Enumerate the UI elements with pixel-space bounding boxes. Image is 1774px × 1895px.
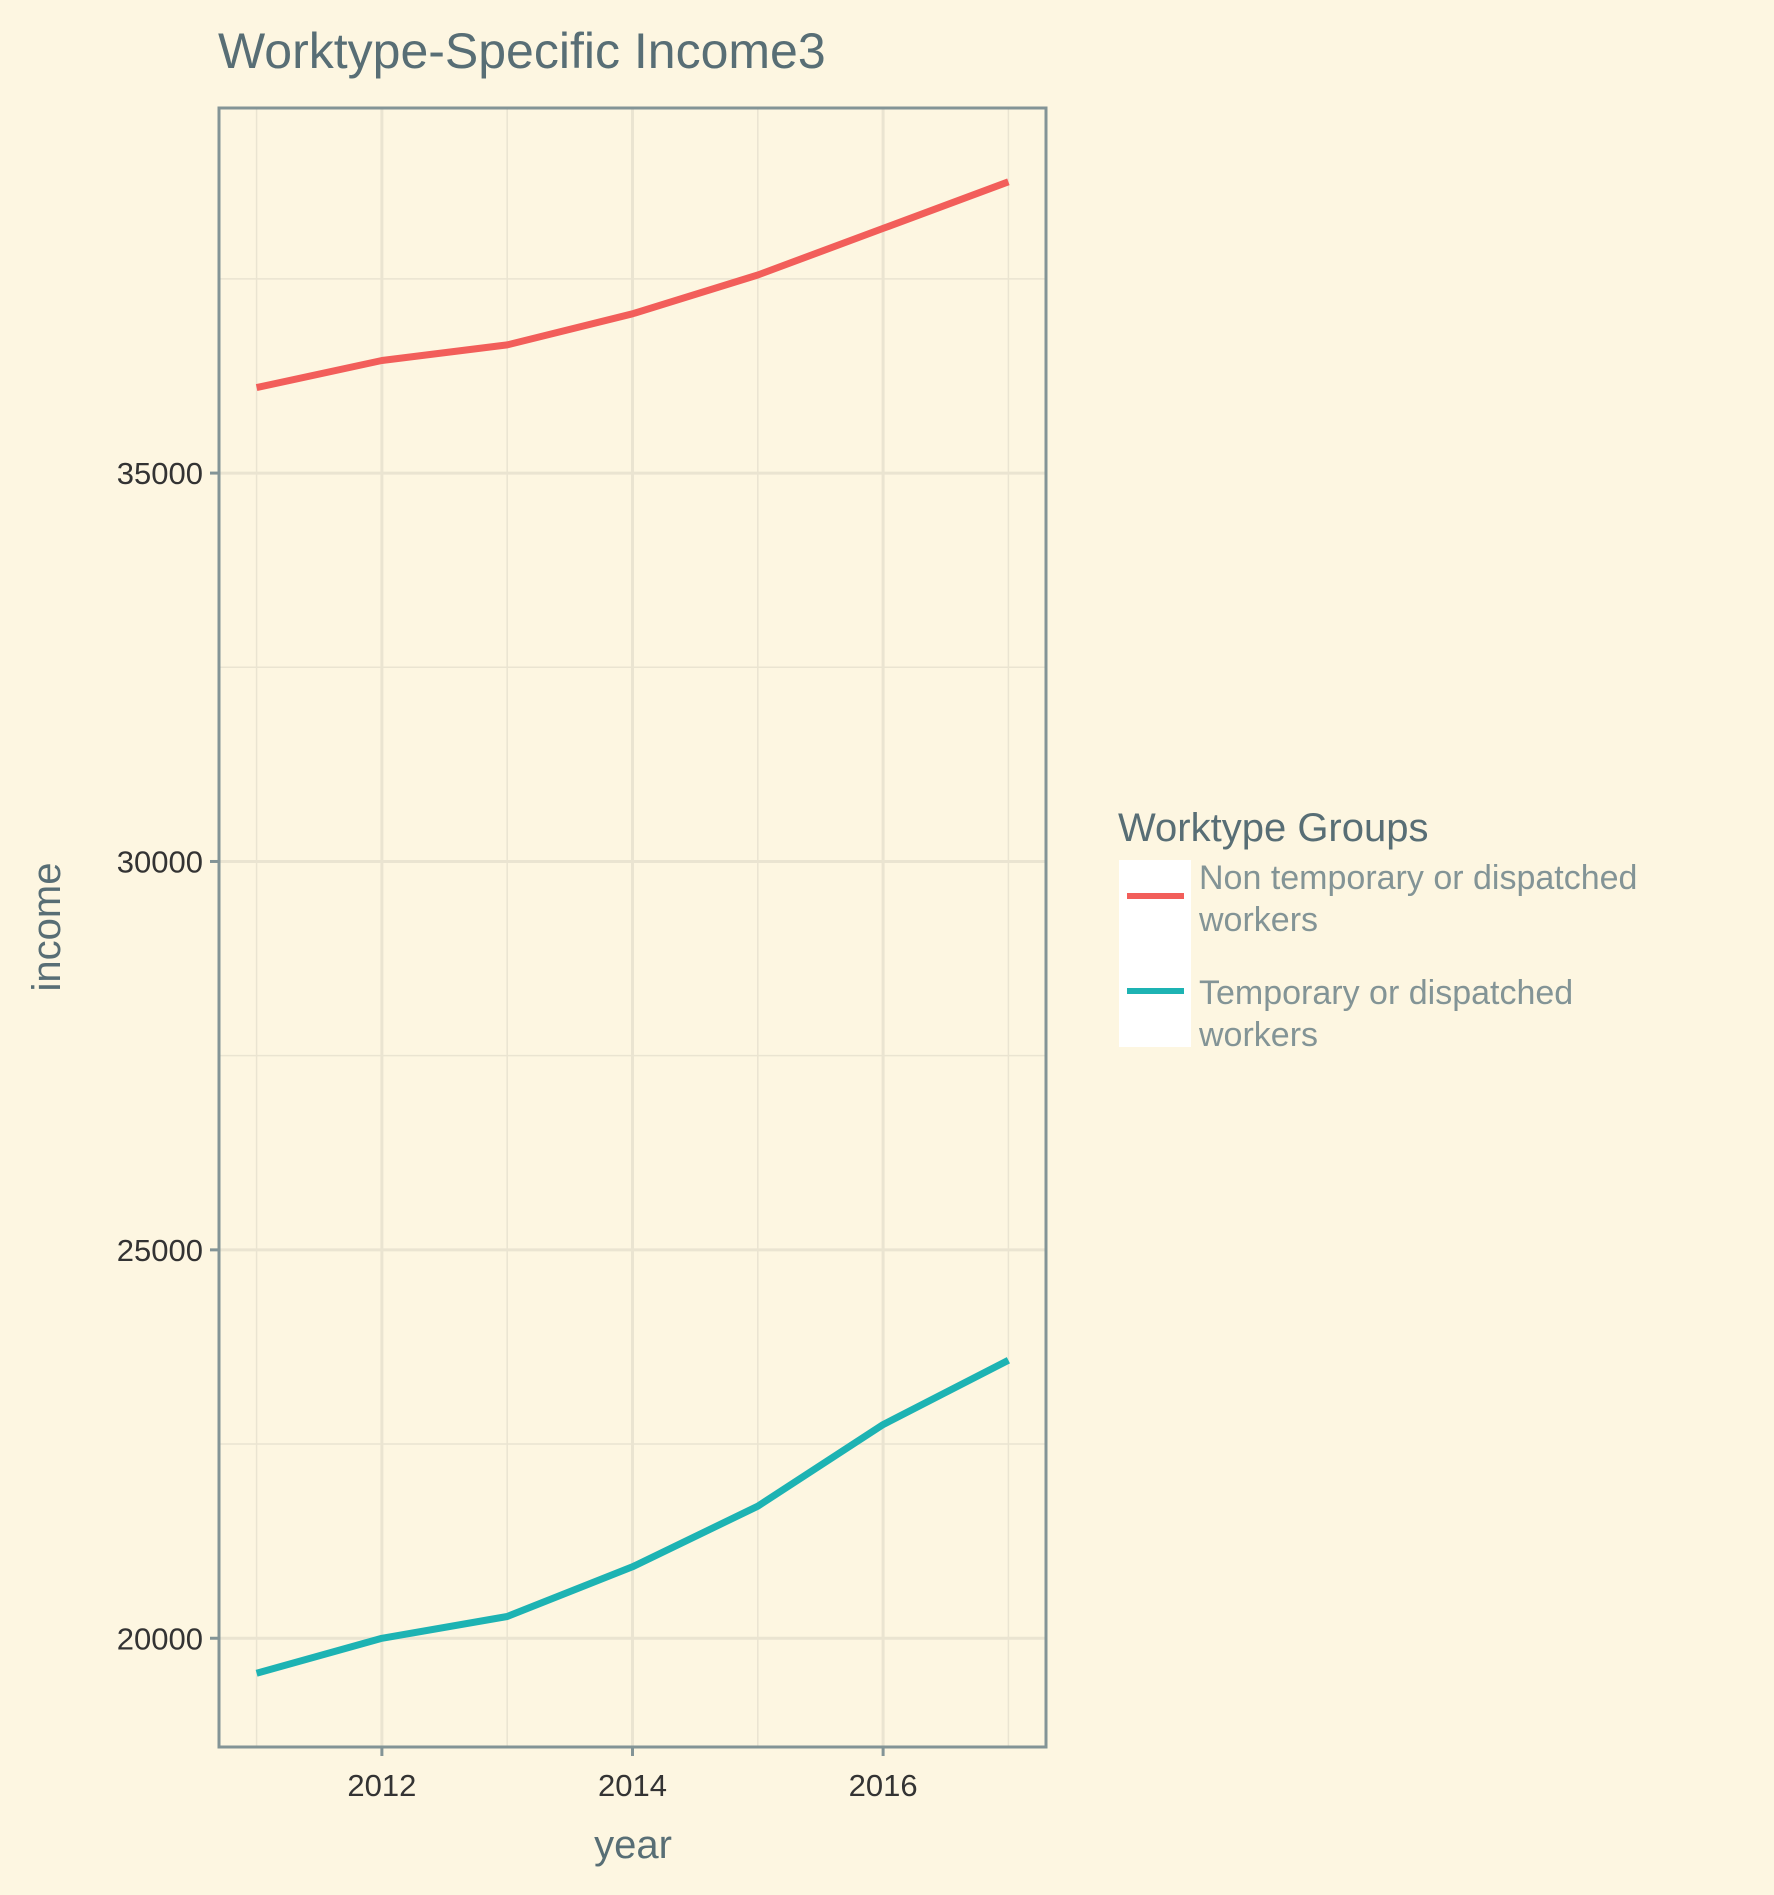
legend-label-line: workers — [1198, 901, 1318, 939]
x-tick-label: 2014 — [598, 1768, 667, 1803]
legend-label-line: Temporary or dispatched — [1199, 974, 1573, 1012]
series-line-non-temporary — [255, 178, 1010, 392]
x-tick-label: 2012 — [347, 1768, 416, 1803]
y-tick-label: 35000 — [117, 456, 203, 491]
x-tick-label: 2016 — [849, 1768, 918, 1803]
y-tick-label: 25000 — [117, 1233, 203, 1268]
x-axis-title: year — [594, 1823, 672, 1867]
legend-label-non-temporary: Non temporary or dispatched workers — [1198, 859, 1647, 939]
legend-key-background — [1119, 860, 1191, 1047]
legend-label-line: Non temporary or dispatched — [1199, 859, 1637, 897]
grid-lines — [219, 108, 1046, 1747]
y-tick-label: 30000 — [117, 844, 203, 879]
chart-title: Worktype-Specific Income3 — [218, 23, 826, 79]
axis-ticks: 20000 25000 30000 35000 2012 2014 2016 — [117, 456, 918, 1803]
series-lines — [255, 178, 1010, 1677]
legend-title: Worktype Groups — [1118, 806, 1429, 850]
series-line-temporary — [255, 1357, 1010, 1677]
legend-label-line: workers — [1198, 1016, 1318, 1054]
y-axis-title: income — [25, 863, 69, 992]
legend: Worktype Groups Non temporary or dispatc… — [1118, 806, 1647, 1054]
y-tick-label: 20000 — [117, 1621, 203, 1656]
legend-label-temporary: Temporary or dispatched workers — [1198, 974, 1583, 1054]
